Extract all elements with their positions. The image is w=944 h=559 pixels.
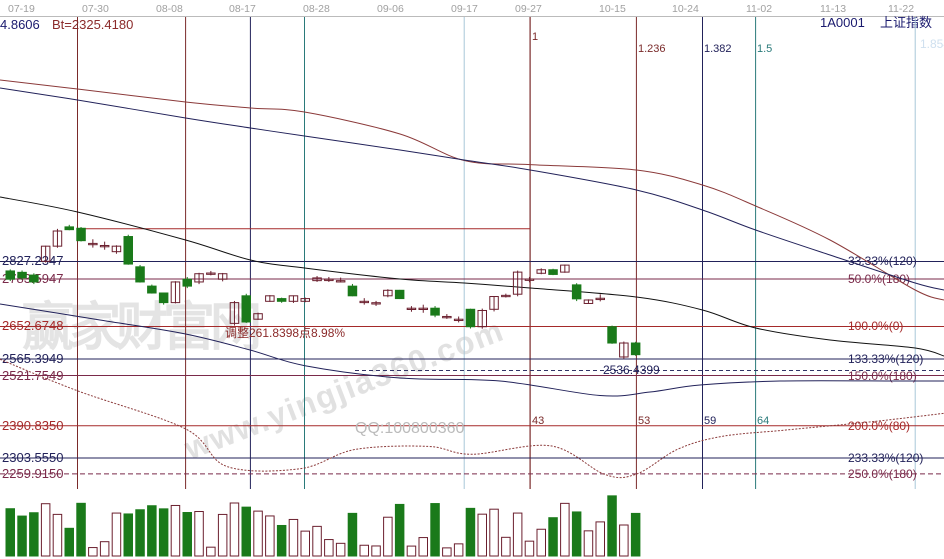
svg-text:08-08: 08-08 xyxy=(156,3,183,15)
svg-text:11-02: 11-02 xyxy=(746,3,772,15)
svg-text:100.0%(0): 100.0%(0) xyxy=(848,319,903,333)
svg-text:59: 59 xyxy=(704,415,716,427)
svg-text:2390.8350: 2390.8350 xyxy=(2,418,63,433)
svg-text:09-17: 09-17 xyxy=(451,3,478,15)
svg-text:1A0001: 1A0001 xyxy=(820,15,865,30)
svg-text:1.5: 1.5 xyxy=(757,43,772,55)
svg-text:10-15: 10-15 xyxy=(599,3,626,15)
svg-text:4.8606: 4.8606 xyxy=(0,17,40,32)
svg-text:2521.7549: 2521.7549 xyxy=(2,368,63,383)
svg-text:07-19: 07-19 xyxy=(8,3,35,15)
svg-text:233.33%(120): 233.33%(120) xyxy=(848,451,923,465)
svg-text:53: 53 xyxy=(638,415,650,427)
svg-text:2303.5550: 2303.5550 xyxy=(2,450,63,465)
svg-text:09-06: 09-06 xyxy=(377,3,404,15)
svg-text:Bt=2325.4180: Bt=2325.4180 xyxy=(52,17,133,32)
svg-text:10-24: 10-24 xyxy=(672,3,699,15)
svg-text:133.33%(120): 133.33%(120) xyxy=(848,352,923,366)
svg-text:1.236: 1.236 xyxy=(638,43,666,55)
svg-text:2536.4399: 2536.4399 xyxy=(603,363,660,377)
svg-text:调整261.8398点8.98%: 调整261.8398点8.98% xyxy=(225,325,345,340)
svg-text:2259.9150: 2259.9150 xyxy=(2,466,63,481)
svg-text:250.0%(180): 250.0%(180) xyxy=(848,467,917,481)
svg-text:QQ:100800360: QQ:100800360 xyxy=(355,420,465,437)
svg-text:07-30: 07-30 xyxy=(82,3,109,15)
svg-text:43: 43 xyxy=(532,415,544,427)
svg-text:11-13: 11-13 xyxy=(820,3,846,15)
svg-text:2827.2347: 2827.2347 xyxy=(2,253,63,268)
svg-text:09-27: 09-27 xyxy=(515,3,542,15)
svg-text:50.0%(180): 50.0%(180) xyxy=(848,272,910,286)
svg-text:08-28: 08-28 xyxy=(303,3,330,15)
svg-text:1: 1 xyxy=(532,31,538,43)
svg-text:08-17: 08-17 xyxy=(229,3,256,15)
svg-text:2652.6748: 2652.6748 xyxy=(2,318,63,333)
svg-text:上证指数: 上证指数 xyxy=(880,15,932,30)
svg-text:1.854: 1.854 xyxy=(920,37,944,51)
svg-text:64: 64 xyxy=(757,415,769,427)
svg-text:11-22: 11-22 xyxy=(888,3,914,15)
svg-text:1.382: 1.382 xyxy=(704,43,732,55)
